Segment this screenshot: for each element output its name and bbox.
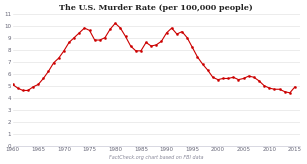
Title: The U.S. Murder Rate (per 100,000 people): The U.S. Murder Rate (per 100,000 people… bbox=[60, 4, 253, 12]
X-axis label: FactCheck.org chart based on FBI data: FactCheck.org chart based on FBI data bbox=[109, 155, 204, 160]
